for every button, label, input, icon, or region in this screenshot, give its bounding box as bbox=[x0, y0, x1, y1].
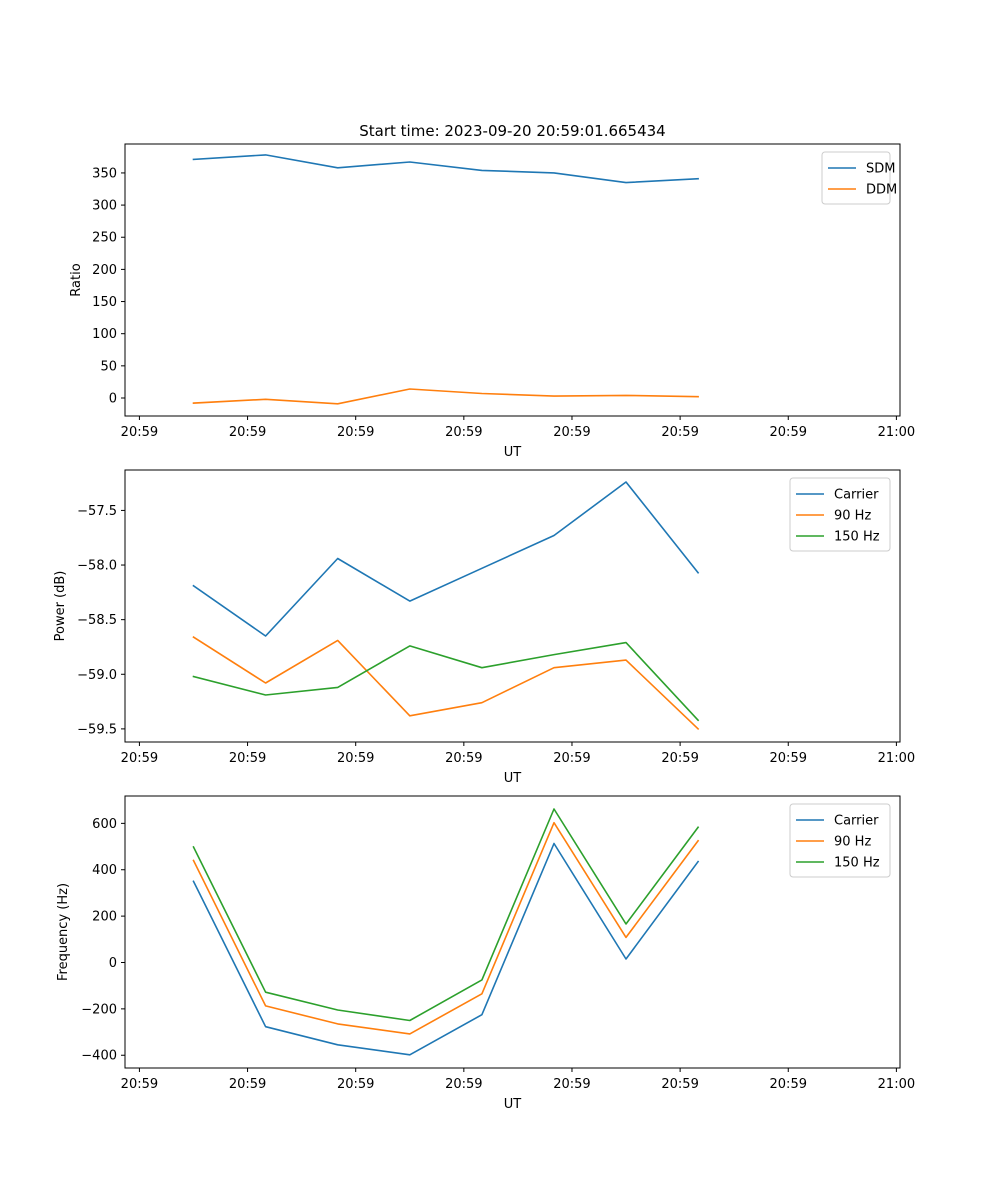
y-tick-label: −400 bbox=[81, 1049, 117, 1064]
y-axis-label: Power (dB) bbox=[53, 571, 68, 642]
y-tick-label: 50 bbox=[100, 359, 117, 374]
x-tick-label: 20:59 bbox=[553, 1077, 590, 1092]
series-line-150-hz bbox=[192, 641, 700, 722]
x-tick-label: 20:59 bbox=[121, 425, 158, 440]
ratio-chart: Start time: 2023-09-20 20:59:01.665434 2… bbox=[69, 122, 915, 460]
series-line-90-hz bbox=[192, 635, 700, 731]
legend-label: Carrier bbox=[834, 814, 879, 829]
series-line-150-hz bbox=[192, 808, 700, 1022]
x-tick-label: 20:59 bbox=[661, 751, 698, 766]
y-tick-label: −58.5 bbox=[77, 613, 117, 628]
y-tick-label: −57.5 bbox=[77, 504, 117, 519]
legend-box bbox=[821, 151, 891, 205]
x-tick-label: 20:59 bbox=[661, 425, 698, 440]
x-tick-label: 20:59 bbox=[445, 1077, 482, 1092]
x-tick-label: 20:59 bbox=[770, 751, 807, 766]
x-tick-label: 20:59 bbox=[770, 1077, 807, 1092]
legend-label: Carrier bbox=[834, 488, 879, 503]
x-tick-label: 20:59 bbox=[445, 751, 482, 766]
x-tick-label: 21:00 bbox=[878, 425, 915, 440]
x-tick-label: 20:59 bbox=[229, 425, 266, 440]
y-tick-label: 600 bbox=[92, 817, 117, 832]
legend: Carrier 90 Hz 150 Hz bbox=[789, 803, 891, 878]
y-tick-label: 0 bbox=[109, 391, 117, 406]
legend-label: 150 Hz bbox=[834, 530, 880, 545]
x-tick-label: 20:59 bbox=[337, 751, 374, 766]
y-tick-label: 0 bbox=[109, 956, 117, 971]
x-tick-label: 20:59 bbox=[445, 425, 482, 440]
y-tick-label: 400 bbox=[92, 863, 117, 878]
plot-frame bbox=[124, 469, 901, 743]
y-tick-label: 200 bbox=[92, 263, 117, 278]
y-tick-label: −58.0 bbox=[77, 559, 117, 574]
y-tick-label: 300 bbox=[92, 199, 117, 214]
plot-frame bbox=[124, 795, 901, 1069]
y-tick-label: −200 bbox=[81, 1002, 117, 1017]
legend: Carrier 90 Hz 150 Hz bbox=[789, 477, 891, 552]
plot-frame bbox=[124, 143, 901, 417]
series-line-sdm bbox=[192, 154, 699, 184]
x-tick-label: 21:00 bbox=[878, 751, 915, 766]
y-tick-label: 200 bbox=[92, 910, 117, 925]
series-line-ddm bbox=[192, 388, 699, 405]
x-tick-label: 20:59 bbox=[121, 751, 158, 766]
x-tick-label: 20:59 bbox=[553, 751, 590, 766]
x-axis-label: UT bbox=[504, 771, 522, 786]
y-axis-label: Ratio bbox=[69, 263, 84, 296]
x-tick-label: 20:59 bbox=[229, 751, 266, 766]
x-tick-label: 20:59 bbox=[337, 1077, 374, 1092]
x-tick-label: 20:59 bbox=[661, 1077, 698, 1092]
y-tick-label: −59.0 bbox=[77, 668, 117, 683]
legend-label: 90 Hz bbox=[834, 509, 871, 524]
series-line-carrier bbox=[192, 481, 700, 637]
x-tick-label: 20:59 bbox=[229, 1077, 266, 1092]
series-line-90-hz bbox=[192, 821, 700, 1035]
chart-title: Start time: 2023-09-20 20:59:01.665434 bbox=[359, 122, 665, 140]
x-tick-label: 20:59 bbox=[337, 425, 374, 440]
x-tick-label: 20:59 bbox=[553, 425, 590, 440]
y-tick-label: 350 bbox=[92, 166, 117, 181]
x-tick-label: 21:00 bbox=[878, 1077, 915, 1092]
y-tick-label: 150 bbox=[92, 295, 117, 310]
legend-box bbox=[789, 477, 891, 552]
series-line-carrier bbox=[192, 842, 700, 1056]
y-tick-label: 100 bbox=[92, 327, 117, 342]
legend-box bbox=[789, 803, 891, 878]
frequency-chart: 20:59 20:59 20:59 20:59 20:59 20:59 20:59 21:00… bbox=[56, 795, 915, 1112]
legend-label: 150 Hz bbox=[834, 856, 880, 871]
legend-label: DDM bbox=[866, 183, 897, 198]
legend-label: SDM bbox=[866, 162, 895, 177]
x-tick-label: 20:59 bbox=[121, 1077, 158, 1092]
legend: SDM DDM bbox=[821, 151, 897, 205]
y-axis-label: Frequency (Hz) bbox=[56, 883, 71, 981]
x-tick-label: 20:59 bbox=[770, 425, 807, 440]
x-axis-label: UT bbox=[504, 1097, 522, 1112]
y-tick-label: 250 bbox=[92, 231, 117, 246]
legend-label: 90 Hz bbox=[834, 835, 871, 850]
power-chart: 20:59 20:59 20:59 20:59 20:59 20:59 20:59 21:00… bbox=[53, 469, 915, 786]
x-axis-label: UT bbox=[504, 445, 522, 460]
y-tick-label: −59.5 bbox=[77, 722, 117, 737]
